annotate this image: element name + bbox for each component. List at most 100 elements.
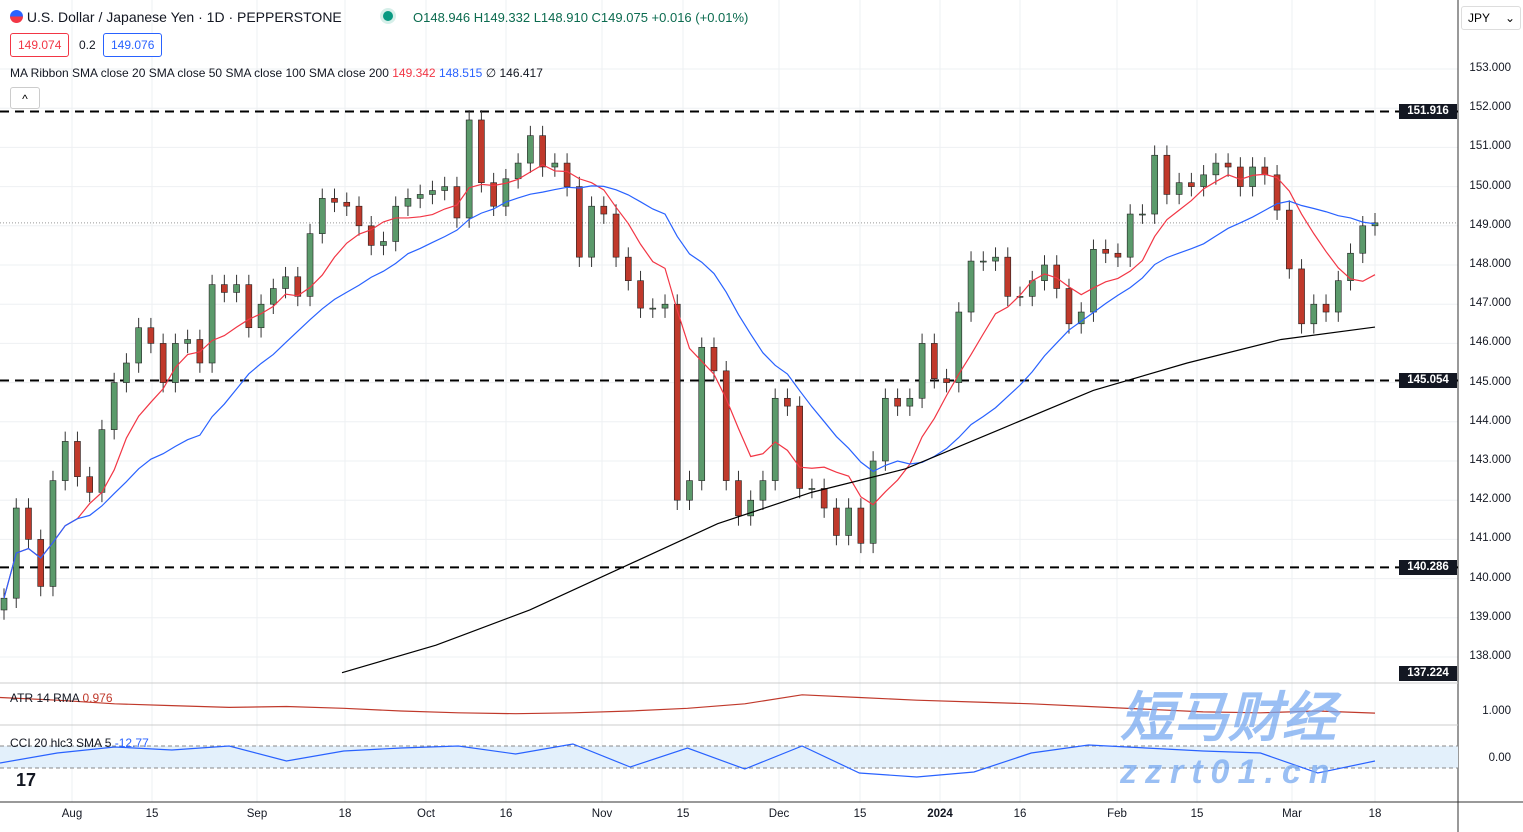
candle-up xyxy=(465,119,473,219)
candle-up xyxy=(318,198,326,234)
candle-up xyxy=(380,241,387,246)
candle-up xyxy=(808,488,816,490)
candle-up xyxy=(502,178,510,207)
candle-up xyxy=(429,190,436,195)
level-price-label: 151.916 xyxy=(1399,104,1457,120)
candle-down xyxy=(1322,303,1330,313)
candle-down xyxy=(1188,182,1195,187)
candle-down xyxy=(820,488,828,509)
candle-up xyxy=(1016,296,1024,298)
atr-legend[interactable]: ATR 14 RMA 0.976 xyxy=(10,691,113,705)
date-tick-label: Mar xyxy=(1282,808,1302,820)
candle-up xyxy=(1151,154,1158,215)
candle-up xyxy=(392,205,400,242)
candle-up xyxy=(992,256,999,262)
buy-button[interactable]: 149.076 xyxy=(103,33,163,57)
candle-up xyxy=(233,284,240,293)
candle-down xyxy=(159,343,167,383)
sell-button[interactable]: 149.074 xyxy=(10,33,70,57)
candle-down xyxy=(37,539,45,587)
candle-down xyxy=(600,205,608,215)
candle-down xyxy=(722,370,730,481)
price-tick-label: 140.000 xyxy=(1469,571,1511,584)
candle-down xyxy=(612,213,620,258)
date-tick-label: Sep xyxy=(246,808,268,820)
date-tick-label: 18 xyxy=(338,808,352,820)
ma-legend[interactable]: MA Ribbon SMA close 20 SMA close 50 SMA … xyxy=(10,66,543,80)
candle-up xyxy=(967,260,975,313)
market-status-icon xyxy=(383,11,393,21)
price-tick-label: 148.000 xyxy=(1469,258,1511,270)
currency-select[interactable]: JPY ⌄ xyxy=(1461,6,1521,30)
candle-down xyxy=(1004,256,1012,297)
candle-down xyxy=(453,186,461,219)
candle-up xyxy=(1212,162,1220,176)
candle-down xyxy=(833,507,840,536)
date-tick-label: 2024 xyxy=(927,808,953,820)
candle-up xyxy=(135,327,142,364)
spread: 0.2 xyxy=(79,38,96,52)
candle-up xyxy=(270,288,277,305)
cci-legend[interactable]: CCI 20 hlc3 SMA 5 -12.77 xyxy=(10,736,149,750)
candle-up xyxy=(441,186,448,191)
price-tick-label: 145.000 xyxy=(1469,375,1511,388)
candle-up xyxy=(649,307,657,310)
date-tick-label: 15 xyxy=(676,808,690,820)
candle-up xyxy=(747,499,755,517)
candle-down xyxy=(1065,288,1073,325)
candle-up xyxy=(1041,264,1048,281)
candle-up xyxy=(208,284,216,364)
price-tick-label: 151.000 xyxy=(1469,140,1511,153)
candle-up xyxy=(1249,166,1256,187)
flag-icon xyxy=(10,10,23,23)
candle-down xyxy=(331,198,338,203)
candle-down xyxy=(86,476,93,493)
candle-up xyxy=(698,347,706,481)
sma20-line xyxy=(3,164,1376,599)
candle-up xyxy=(551,162,559,168)
price-tick-label: 150.000 xyxy=(1469,179,1511,192)
candle-down xyxy=(539,135,546,168)
candle-up xyxy=(306,233,314,297)
date-tick-label: 16 xyxy=(1013,808,1027,820)
price-tick-label: 142.000 xyxy=(1469,493,1511,506)
cci-band xyxy=(0,746,1458,768)
collapse-legend-button[interactable]: ^ xyxy=(10,87,40,109)
candle-up xyxy=(906,397,914,407)
candle-up xyxy=(759,480,767,501)
symbol-title[interactable]: U.S. Dollar / Japanese Yen · 1D · PEPPER… xyxy=(10,9,342,25)
candle-down xyxy=(490,182,497,207)
atr-line xyxy=(0,694,1376,715)
candle-down xyxy=(1114,252,1122,258)
sma50-line xyxy=(3,185,1376,599)
watermark-text: 短马财经 xyxy=(1120,688,1336,748)
price-tick-label: 153.000 xyxy=(1469,62,1511,74)
price-tick-label: 141.000 xyxy=(1469,532,1511,545)
candle-down xyxy=(1298,268,1305,325)
candle-down xyxy=(221,284,228,293)
candle-down xyxy=(478,119,485,183)
date-tick-label: Nov xyxy=(591,808,613,820)
candle-down xyxy=(25,507,32,540)
candle-up xyxy=(1077,311,1085,325)
candle-up xyxy=(588,205,595,258)
candle-up xyxy=(882,397,889,462)
price-tick-label: 138.000 xyxy=(1469,650,1511,662)
candle-up xyxy=(771,397,779,481)
level-price-label: 140.286 xyxy=(1399,560,1457,576)
candle-down xyxy=(74,441,81,477)
candle-down xyxy=(294,276,302,297)
candle-down xyxy=(1163,154,1171,195)
candle-down xyxy=(857,507,865,544)
candle-up xyxy=(1200,174,1207,187)
candle-up xyxy=(404,198,412,207)
candle-down xyxy=(1261,166,1269,176)
candle-down xyxy=(673,303,681,501)
date-tick-label: Feb xyxy=(1107,808,1127,820)
price-tick-label: 147.000 xyxy=(1469,297,1511,310)
candle-down xyxy=(931,343,938,379)
candle-down xyxy=(576,186,583,258)
price-label: 137.224 xyxy=(1399,666,1457,681)
candle-down xyxy=(343,201,351,207)
